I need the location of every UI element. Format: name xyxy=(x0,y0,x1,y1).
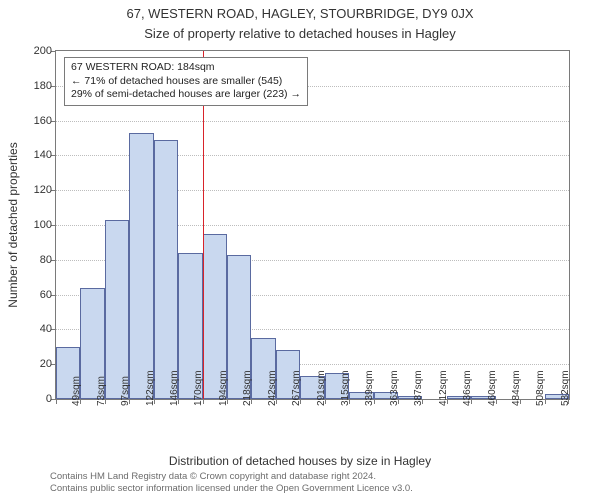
x-tick-label: 267sqm xyxy=(291,370,302,406)
x-tick-label: 387sqm xyxy=(413,370,424,406)
annotation-line-2: ← 71% of detached houses are smaller (54… xyxy=(71,75,301,89)
x-tick xyxy=(56,399,57,404)
x-tick-label: 242sqm xyxy=(267,370,278,406)
gridline xyxy=(56,121,569,122)
x-tick-label: 460sqm xyxy=(487,370,498,406)
page-title: 67, WESTERN ROAD, HAGLEY, STOURBRIDGE, D… xyxy=(0,6,600,21)
x-tick-label: 412sqm xyxy=(438,370,449,406)
x-tick-label: 532sqm xyxy=(560,370,571,406)
x-tick-label: 170sqm xyxy=(193,370,204,406)
x-tick-label: 484sqm xyxy=(511,370,522,406)
y-tick-label: 40 xyxy=(22,323,52,335)
y-tick-label: 120 xyxy=(22,184,52,196)
x-tick-label: 97sqm xyxy=(120,376,131,406)
footer-line-2: Contains public sector information licen… xyxy=(50,483,413,495)
x-tick-label: 73sqm xyxy=(96,376,107,406)
y-tick-label: 20 xyxy=(22,358,52,370)
x-tick-label: 315sqm xyxy=(340,370,351,406)
y-tick-label: 180 xyxy=(22,80,52,92)
footer-attribution: Contains HM Land Registry data © Crown c… xyxy=(50,471,413,495)
x-tick-label: 363sqm xyxy=(389,370,400,406)
annotation-line-3: 29% of semi-detached houses are larger (… xyxy=(71,88,301,102)
y-tick-label: 140 xyxy=(22,149,52,161)
x-tick-label: 146sqm xyxy=(169,370,180,406)
x-tick-label: 218sqm xyxy=(242,370,253,406)
y-tick-label: 100 xyxy=(22,219,52,231)
x-tick-label: 194sqm xyxy=(218,370,229,406)
y-tick-label: 60 xyxy=(22,289,52,301)
histogram-bar xyxy=(129,133,153,399)
x-tick-label: 122sqm xyxy=(145,370,156,406)
x-tick-label: 508sqm xyxy=(535,370,546,406)
annotation-line-1: 67 WESTERN ROAD: 184sqm xyxy=(71,61,301,75)
x-tick-label: 436sqm xyxy=(462,370,473,406)
page-subtitle: Size of property relative to detached ho… xyxy=(0,26,600,41)
y-tick-label: 80 xyxy=(22,254,52,266)
x-tick-label: 49sqm xyxy=(71,376,82,406)
y-axis-label: Number of detached properties xyxy=(6,142,20,307)
x-axis-label: Distribution of detached houses by size … xyxy=(0,454,600,468)
marker-annotation: 67 WESTERN ROAD: 184sqm ← 71% of detache… xyxy=(64,57,308,106)
histogram-bar xyxy=(105,220,129,399)
x-tick-label: 339sqm xyxy=(364,370,375,406)
y-tick-label: 160 xyxy=(22,115,52,127)
y-tick-label: 0 xyxy=(22,393,52,405)
x-tick-label: 291sqm xyxy=(316,370,327,406)
y-tick-label: 200 xyxy=(22,45,52,57)
histogram-plot: 67 WESTERN ROAD: 184sqm ← 71% of detache… xyxy=(55,50,570,400)
histogram-bar xyxy=(154,140,178,399)
footer-line-1: Contains HM Land Registry data © Crown c… xyxy=(50,471,413,483)
